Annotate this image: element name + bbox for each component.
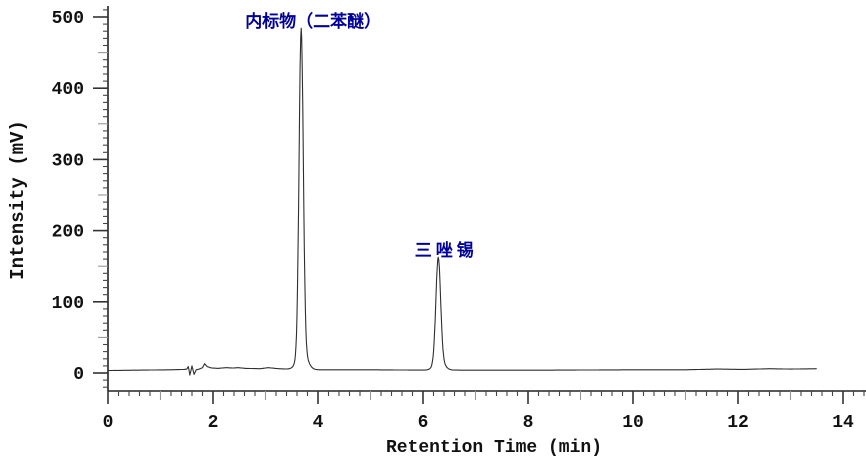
chromatogram-trace <box>107 27 817 376</box>
y-tick-label: 300 <box>52 151 84 171</box>
y-axis-title: Intensity (mV) <box>7 120 29 280</box>
peak-annotation-analyte: 三唑锡 <box>414 240 478 260</box>
x-tick-label: 4 <box>313 413 324 433</box>
y-tick-label: 100 <box>52 294 84 314</box>
y-tick-label: 500 <box>52 9 84 29</box>
x-ticks <box>107 391 865 404</box>
axes <box>107 6 866 392</box>
x-axis-title: Retention Time (min) <box>385 438 603 458</box>
peak-annotation-internal-standard: 内标物（二苯醚） <box>245 11 382 31</box>
x-tick-label: 6 <box>418 413 429 433</box>
y-ticks <box>93 9 108 388</box>
y-tick-labels: 0 100 200 300 400 500 <box>52 9 84 385</box>
x-tick-label: 14 <box>832 413 854 433</box>
x-tick-label: 0 <box>103 413 114 433</box>
x-tick-label: 10 <box>622 413 644 433</box>
x-tick-label: 8 <box>523 413 534 433</box>
x-tick-label: 2 <box>208 413 219 433</box>
x-tick-label: 12 <box>727 413 749 433</box>
y-tick-label: 200 <box>52 223 84 243</box>
x-tick-labels: 0 2 4 6 8 10 12 14 <box>103 413 854 433</box>
y-tick-label: 400 <box>52 80 84 100</box>
y-tick-label: 0 <box>73 365 84 385</box>
